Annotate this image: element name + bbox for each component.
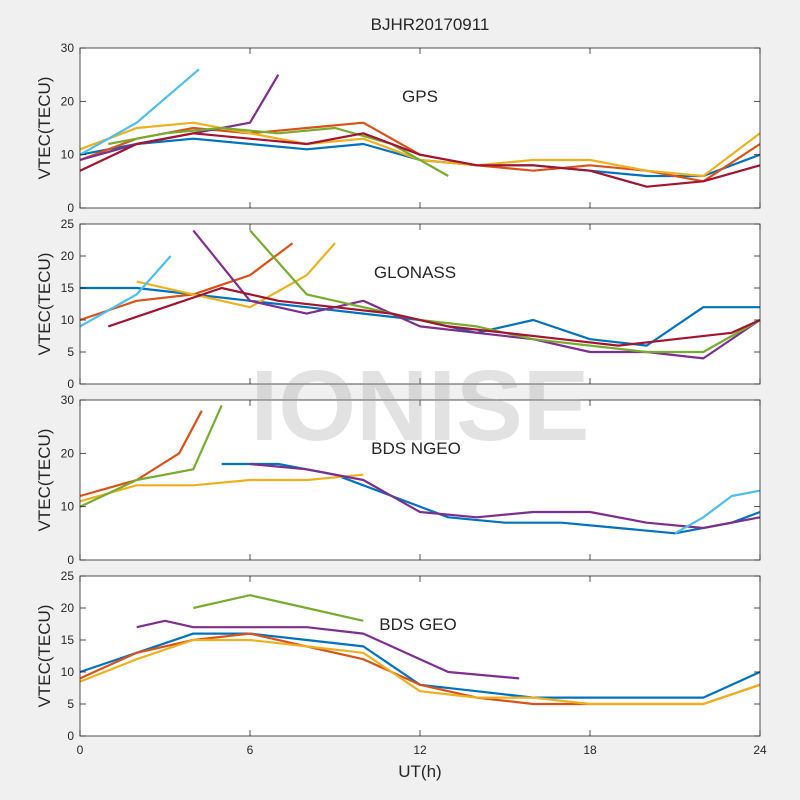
subplot-1-axes bbox=[80, 224, 760, 384]
subplot-3-ytick-label-4: 20 bbox=[61, 601, 75, 615]
subplot-0-series-5 bbox=[79, 68, 200, 156]
subplot-2-ytick-label-3: 30 bbox=[61, 393, 75, 407]
subplot-0-ytick-label-2: 20 bbox=[61, 94, 75, 108]
subplot-3-label: BDS GEO bbox=[379, 615, 456, 634]
subplot-3-axes bbox=[80, 576, 760, 736]
subplot-2-series-4 bbox=[79, 404, 223, 508]
subplot-3: 0 5 10 15 20 25 0 6 12 18 24 VTEC(TECU) UT(h) BDS GEO bbox=[35, 569, 767, 781]
watermark: IONISE bbox=[251, 350, 590, 462]
subplot-0-ylabel: VTEC(TECU) bbox=[35, 77, 54, 180]
subplot-2-ylabel: VTEC(TECU) bbox=[35, 429, 54, 532]
subplot-3-xtick-label-1: 6 bbox=[247, 743, 254, 757]
subplot-1: 0 5 10 15 20 25 VTEC(TECU) GLONASS bbox=[35, 217, 761, 391]
subplot-1-series-2 bbox=[136, 242, 336, 309]
subplot-3-series-4 bbox=[193, 594, 364, 622]
subplot-1-series-5 bbox=[79, 255, 172, 328]
subplot-2-series-2 bbox=[79, 473, 364, 503]
subplot-3-xtick-label-0: 0 bbox=[77, 743, 84, 757]
subplot-3-ytick-label-2: 10 bbox=[61, 665, 75, 679]
subplot-1-label: GLONASS bbox=[374, 263, 456, 282]
subplot-1-ytick-label-4: 20 bbox=[61, 249, 75, 263]
subplot-3-ytick-label-3: 15 bbox=[61, 633, 75, 647]
subplot-3-series-2 bbox=[79, 638, 761, 706]
subplot-1-ytick-label-1: 5 bbox=[67, 345, 74, 359]
subplot-0: 0 10 20 30 VTEC(TECU) GPS bbox=[35, 41, 761, 215]
subplot-2-series-5 bbox=[674, 489, 761, 535]
subplot-2-ytick-label-0: 0 bbox=[67, 553, 74, 567]
subplot-1-series-3 bbox=[192, 229, 761, 360]
subplot-1-ytick-label-3: 15 bbox=[61, 281, 75, 295]
subplot-0-ytick-label-1: 10 bbox=[61, 148, 75, 162]
subplot-1-ytick-label-0: 0 bbox=[67, 377, 74, 391]
subplot-3-xtick-label-2: 12 bbox=[413, 743, 427, 757]
subplot-3-ytick-label-1: 5 bbox=[67, 697, 74, 711]
subplot-0-series-6 bbox=[79, 132, 761, 188]
subplot-0-ytick-label-0: 0 bbox=[67, 201, 74, 215]
subplot-3-ytick-label-0: 0 bbox=[67, 729, 74, 743]
figure-title: BJHR20170911 bbox=[371, 15, 490, 34]
subplot-3-ytick-label-5: 25 bbox=[61, 569, 75, 583]
subplot-3-xtick-label-3: 18 bbox=[583, 743, 597, 757]
subplot-3-xtick-label-4: 24 bbox=[753, 743, 767, 757]
subplots: 0 10 20 30 VTEC(TECU) GPS 0 5 10 15 20 25 VTEC(TECU)… bbox=[35, 41, 767, 781]
subplot-1-ytick-label-5: 25 bbox=[61, 217, 75, 231]
subplot-2-series-3 bbox=[249, 462, 761, 530]
subplot-3-ylabel: VTEC(TECU) bbox=[35, 605, 54, 708]
subplot-1-ylabel: VTEC(TECU) bbox=[35, 253, 54, 356]
subplot-2-ytick-label-2: 20 bbox=[61, 446, 75, 460]
subplot-2-series-1 bbox=[79, 410, 203, 498]
subplot-0-axes bbox=[80, 48, 760, 208]
subplot-0-ytick-label-3: 30 bbox=[61, 41, 75, 55]
subplot-1-series-6 bbox=[107, 286, 761, 347]
subplot-2-ytick-label-1: 10 bbox=[61, 500, 75, 514]
subplot-0-label: GPS bbox=[402, 87, 438, 106]
subplot-1-ytick-label-2: 10 bbox=[61, 313, 75, 327]
subplot-2: 0 10 20 30 VTEC(TECU) BDS NGEO bbox=[35, 393, 761, 567]
subplot-2-label: BDS NGEO bbox=[371, 439, 461, 458]
subplot-3-series-3 bbox=[136, 619, 520, 680]
subplot-3-xlabel: UT(h) bbox=[398, 762, 441, 781]
